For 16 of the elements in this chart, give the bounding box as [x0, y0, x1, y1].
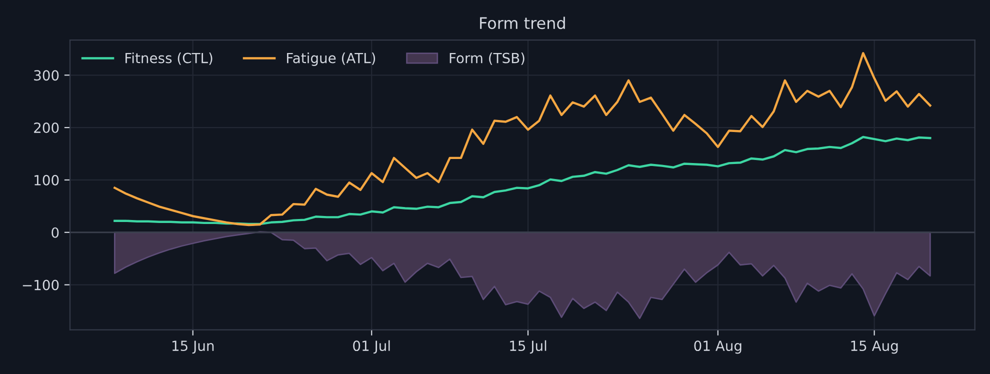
y-tick-label: −100: [22, 280, 59, 290]
x-tick-label: 01 Aug: [694, 340, 742, 354]
y-tick-label: 200: [34, 122, 59, 134]
x-tick-label: 15 Jun: [172, 340, 214, 354]
y-tick-label: 100: [34, 174, 59, 186]
legend-label: Form (TSB): [450, 52, 524, 65]
line-series: [114, 52, 932, 226]
x-tick-label: 15 Jul: [510, 340, 546, 354]
y-tick-label: 300: [34, 70, 59, 81]
y-tick-label: 0: [52, 227, 59, 238]
x-tick-label: 01 Jul: [353, 340, 390, 354]
chart-title: Form trend: [480, 16, 565, 30]
legend-label: Fatigue (ATL): [287, 52, 376, 66]
line-series: [114, 136, 932, 226]
x-tick-label: 15 Aug: [851, 340, 898, 354]
legend-label: Fitness (CTL): [126, 52, 212, 65]
